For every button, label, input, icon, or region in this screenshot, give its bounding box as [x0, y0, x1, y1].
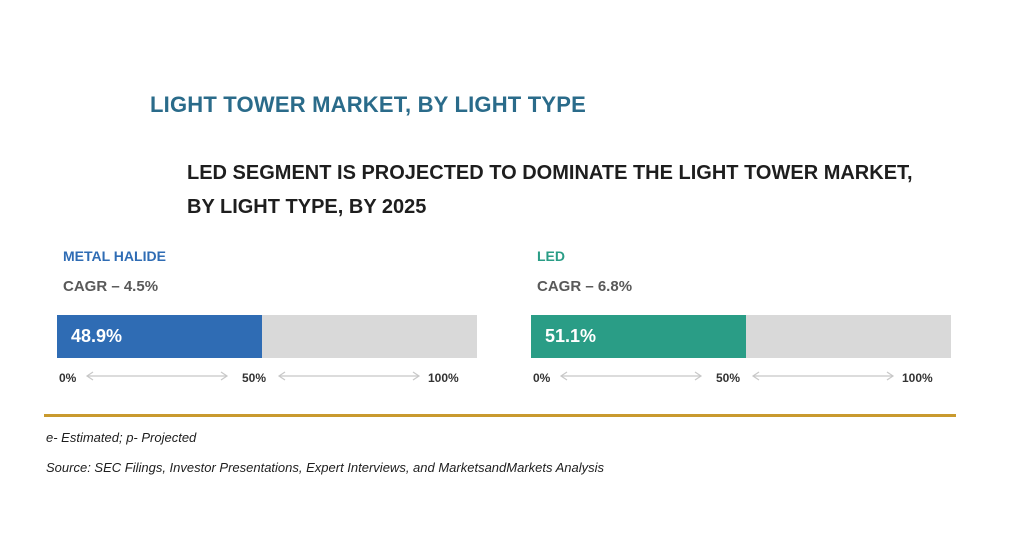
- footnote: e- Estimated; p- Projected: [46, 430, 197, 445]
- chart-title: LIGHT TOWER MARKET, BY LIGHT TYPE: [150, 92, 587, 117]
- bar-track-led: 51.1%: [531, 315, 951, 358]
- bar-fill-metal-halide: [57, 315, 263, 358]
- subtitle-line-1: LED SEGMENT IS PROJECTED TO DOMINATE THE…: [187, 162, 913, 184]
- segment-name-led: LED: [537, 248, 565, 264]
- bar-value-label-metal-halide: 48.9%: [71, 326, 123, 346]
- segment-panel-led: LED CAGR – 6.8% 51.1% 0% 50% 100%: [531, 246, 951, 386]
- scale-led: 0% 50% 100%: [531, 368, 951, 388]
- tick-50-metal-halide: 50%: [242, 371, 267, 385]
- bar-track-metal-halide: 48.9%: [57, 315, 477, 358]
- scale-arrows-metal-halide: [85, 371, 421, 381]
- bar-fill-led: [531, 315, 746, 358]
- chart-subtitle: LED SEGMENT IS PROJECTED TO DOMINATE THE…: [187, 156, 913, 224]
- tick-0-metal-halide: 0%: [59, 371, 77, 385]
- tick-100-metal-halide: 100%: [428, 371, 459, 385]
- tick-100-led: 100%: [902, 371, 933, 385]
- bar-value-label-led: 51.1%: [545, 326, 597, 346]
- source-note: Source: SEC Filings, Investor Presentati…: [46, 460, 605, 475]
- cagr-led: CAGR – 6.8%: [537, 278, 633, 295]
- tick-0-led: 0%: [533, 371, 551, 385]
- divider-line: [44, 414, 956, 417]
- scale-metal-halide: 0% 50% 100%: [57, 368, 477, 388]
- tick-50-led: 50%: [716, 371, 741, 385]
- subtitle-line-2: BY LIGHT TYPE, BY 2025: [187, 196, 427, 218]
- segment-name-metal-halide: METAL HALIDE: [63, 248, 166, 264]
- segment-panel-metal-halide: METAL HALIDE CAGR – 4.5% 48.9% 0% 50% 10…: [57, 246, 477, 386]
- cagr-metal-halide: CAGR – 4.5%: [63, 278, 159, 295]
- scale-arrows-led: [559, 371, 895, 381]
